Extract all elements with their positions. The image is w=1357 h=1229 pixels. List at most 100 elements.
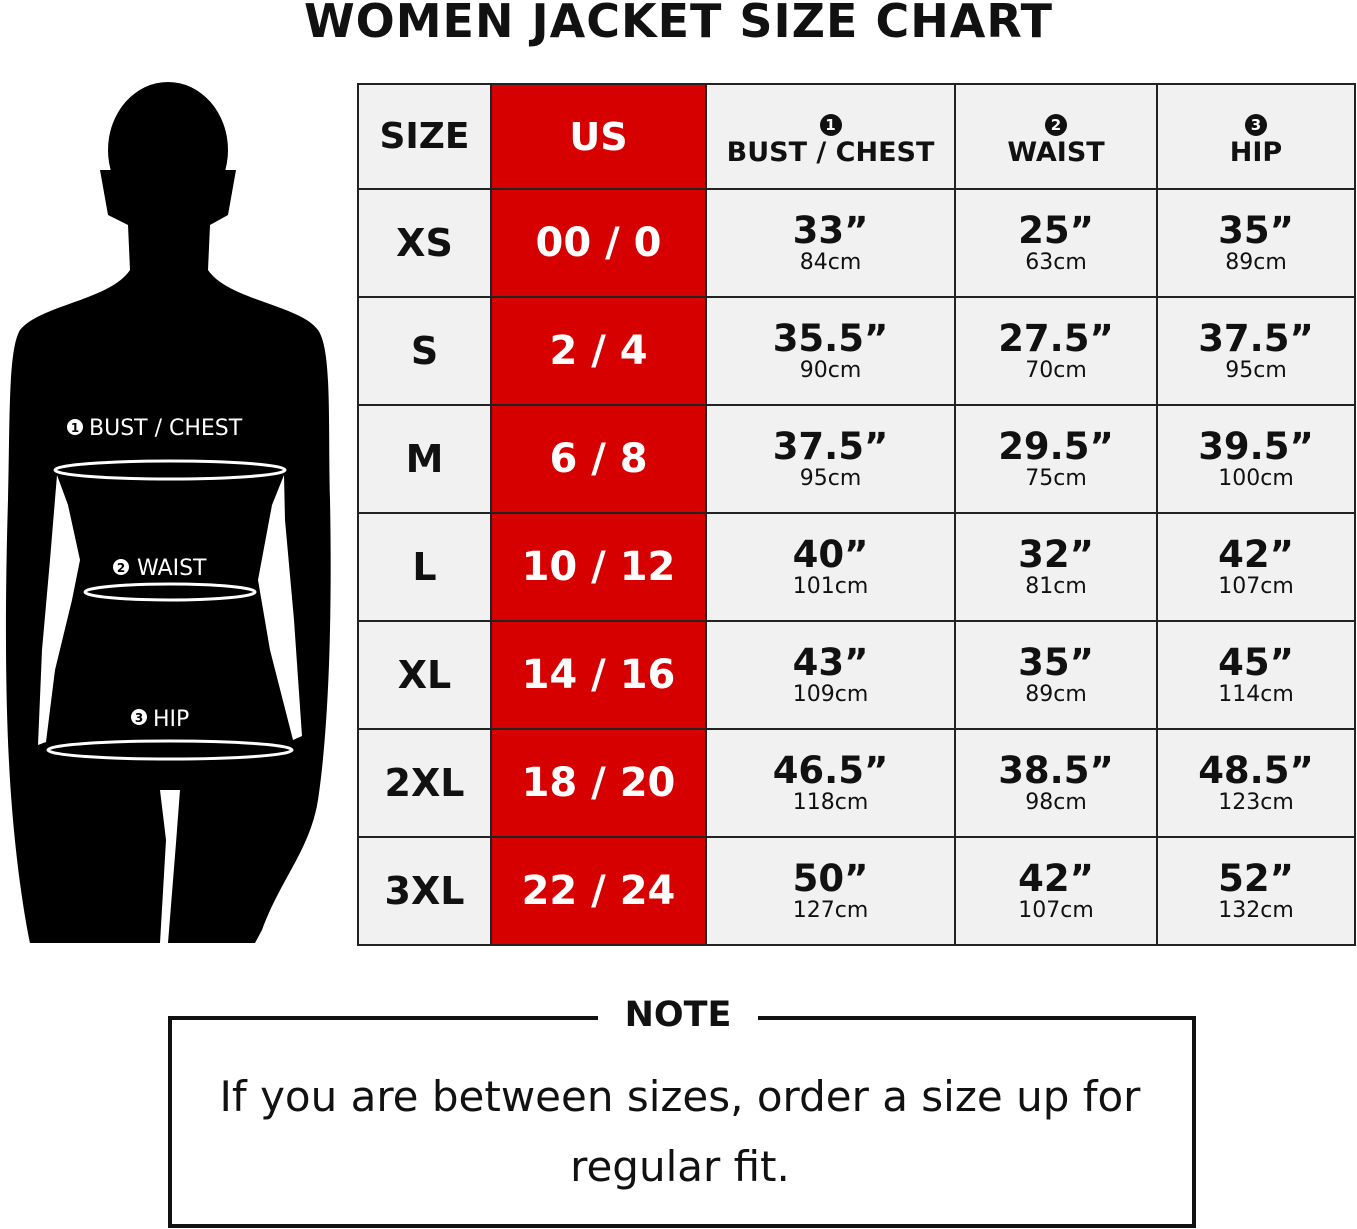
table-row: XL 14 / 16 43” 109cm 35” 89cm 45” 114cm [357,620,1356,730]
waist-cell: 29.5” 75cm [954,404,1158,514]
hip-cell: 52” 132cm [1156,836,1356,946]
size-cell: XS [357,188,492,298]
bust-cell: 43” 109cm [705,620,956,730]
hip-inches: 42” [1218,533,1294,576]
hip-inches: 45” [1218,641,1294,684]
size-cell: 3XL [357,836,492,946]
header-waist-label: WAIST [1007,136,1105,168]
hip-cm: 107cm [1218,574,1294,599]
waist-cm: 107cm [1018,898,1094,923]
waist-label: WAIST [137,556,207,581]
bust-number-badge: 1 [819,113,842,136]
header-bust: 1 BUST / CHEST [705,83,956,190]
bust-label: BUST / CHEST [89,416,243,441]
us-size-cell: 14 / 16 [490,620,707,730]
hip-number-badge: 3 [1245,113,1267,136]
table-header-row: SIZE US 1 BUST / CHEST 2 WAIST 3 HIP [357,83,1356,190]
waist-inches: 29.5” [998,425,1114,468]
bust-inches: 35.5” [772,317,889,360]
bust-cm: 118cm [792,790,869,815]
hip-cm: 123cm [1218,790,1294,815]
bust-cm: 95cm [799,466,862,491]
bust-cell: 37.5” 95cm [705,404,956,514]
bust-cell: 33” 84cm [705,188,956,298]
hip-number-badge: 3 [135,711,143,725]
bust-cm: 127cm [792,898,869,923]
bust-cell: 35.5” 90cm [705,296,956,406]
table-row: S 2 / 4 35.5” 90cm 27.5” 70cm 37.5” 95cm [357,296,1356,406]
hip-cell: 35” 89cm [1156,188,1356,298]
us-size-cell: 22 / 24 [490,836,707,946]
waist-cell: 25” 63cm [954,188,1158,298]
note-text: If you are between sizes, order a size u… [219,1072,1141,1191]
table-row: 2XL 18 / 20 46.5” 118cm 38.5” 98cm 48.5” 123cm [357,728,1356,838]
bust-inches: 33” [792,209,869,252]
size-cell: XL [357,620,492,730]
hip-cell: 45” 114cm [1156,620,1356,730]
table-row: 3XL 22 / 24 50” 127cm 42” 107cm 52” 132cm [357,836,1356,946]
waist-cm: 81cm [1025,574,1087,599]
page-title: WOMEN JACKET SIZE CHART [303,0,1054,48]
size-table: SIZE US 1 BUST / CHEST 2 WAIST 3 HIP XS 00 … [357,83,1356,946]
table-row: XS 00 / 0 33” 84cm 25” 63cm 35” 89cm [357,188,1356,298]
waist-cell: 42” 107cm [954,836,1158,946]
waist-inches: 42” [1018,857,1094,900]
size-cell: M [357,404,492,514]
bust-cm: 84cm [799,250,862,275]
hip-inches: 35” [1218,209,1294,252]
us-size-cell: 10 / 12 [490,512,707,622]
bust-inches: 43” [792,641,869,684]
hip-measure-ring [46,739,294,761]
header-hip-label: HIP [1229,136,1283,168]
size-cell: S [357,296,492,406]
waist-inches: 38.5” [998,749,1114,792]
hip-cm: 132cm [1218,898,1294,923]
hip-cm: 100cm [1218,466,1294,491]
bust-cm: 109cm [792,682,869,707]
us-size-cell: 00 / 0 [490,188,707,298]
waist-cm: 70cm [1025,358,1087,383]
waist-cell: 32” 81cm [954,512,1158,622]
bust-inches: 50” [792,857,869,900]
waist-inches: 27.5” [998,317,1114,360]
waist-cell: 35” 89cm [954,620,1158,730]
bust-inches: 40” [792,533,869,576]
waist-cm: 89cm [1025,682,1087,707]
waist-inches: 25” [1018,209,1094,252]
waist-cm: 75cm [1025,466,1087,491]
header-bust-label: BUST / CHEST [726,136,935,168]
waist-cm: 98cm [1025,790,1087,815]
bust-cell: 40” 101cm [705,512,956,622]
bust-measure-ring [53,459,287,481]
bust-cell: 50” 127cm [705,836,956,946]
hip-inches: 48.5” [1198,749,1314,792]
size-cell: 2XL [357,728,492,838]
us-size-cell: 18 / 20 [490,728,707,838]
bust-cm: 101cm [792,574,869,599]
table-row: M 6 / 8 37.5” 95cm 29.5” 75cm 39.5” 100cm [357,404,1356,514]
hip-cm: 89cm [1225,250,1287,275]
hip-cm: 95cm [1225,358,1287,383]
silhouette-icon [5,82,331,943]
header-size: SIZE [357,83,492,190]
bust-number-badge: 1 [71,421,79,435]
size-cell: L [357,512,492,622]
bust-inches: 37.5” [772,425,889,468]
hip-cell: 48.5” 123cm [1156,728,1356,838]
hip-cell: 42” 107cm [1156,512,1356,622]
waist-cm: 63cm [1025,250,1087,275]
waist-measure-ring [83,582,257,602]
us-size-cell: 6 / 8 [490,404,707,514]
hip-cell: 37.5” 95cm [1156,296,1356,406]
header-hip: 3 HIP [1156,83,1356,190]
hip-inches: 52” [1218,857,1294,900]
hip-cell: 39.5” 100cm [1156,404,1356,514]
waist-number-badge: 2 [1045,113,1067,136]
hip-cm: 114cm [1218,682,1294,707]
hip-label: HIP [153,707,189,732]
table-row: L 10 / 12 40” 101cm 32” 81cm 42” 107cm [357,512,1356,622]
waist-inches: 35” [1018,641,1094,684]
bust-cm: 90cm [799,358,862,383]
note-title: NOTE [598,995,758,1035]
